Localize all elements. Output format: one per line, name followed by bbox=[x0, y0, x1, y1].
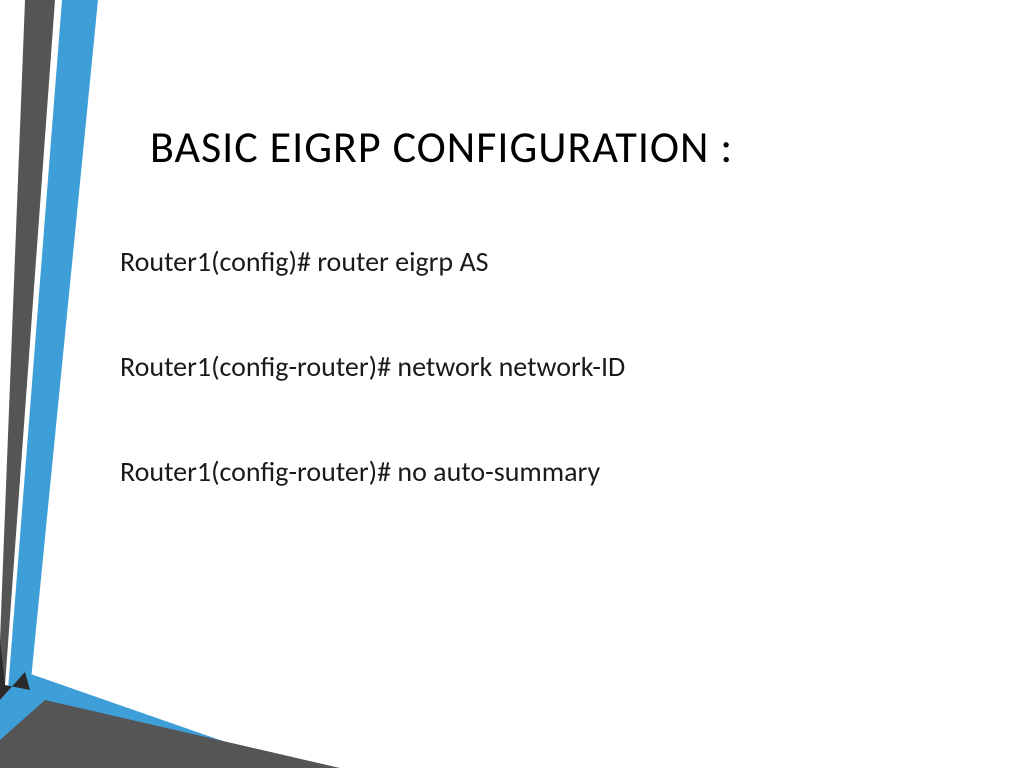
slide-content: BASIC EIGRP CONFIGURATION : Router1(conf… bbox=[0, 0, 1024, 768]
config-line: Router1(config-router)# network network-… bbox=[120, 349, 964, 384]
config-line: Router1(config)# router eigrp AS bbox=[120, 244, 964, 279]
config-line: Router1(config-router)# no auto-summary bbox=[120, 454, 964, 489]
slide-title: BASIC EIGRP CONFIGURATION : bbox=[150, 120, 964, 174]
